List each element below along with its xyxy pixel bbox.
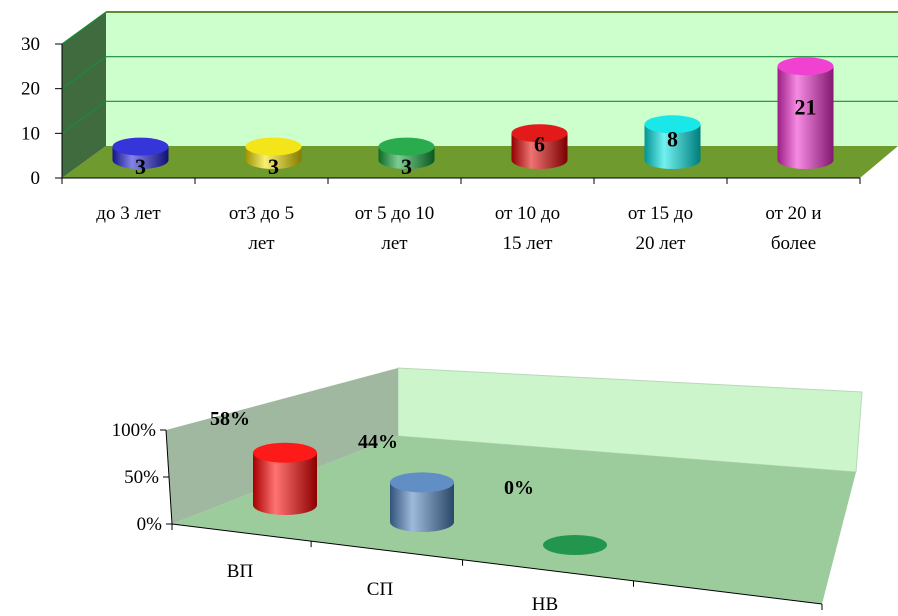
chart1-data-label: 21: [795, 94, 817, 119]
chart1-bar-6-body: [777, 66, 834, 169]
chart2-bar-3: [543, 535, 607, 555]
chart1-gridline-side: [61, 56, 107, 90]
chart2-bar-1-top: [253, 442, 317, 463]
chart1-category-label: от 5 до 10: [355, 203, 434, 224]
chart2-floor: [172, 436, 856, 604]
chart1-category-label: 15 лет: [503, 233, 554, 254]
chart2-ytick-label: 0%: [137, 514, 163, 535]
chart1-category-label: более: [771, 233, 816, 254]
chart1-bar-2-top: [245, 137, 302, 156]
chart2-ytick-label: 100%: [112, 420, 157, 441]
chart1-bar-2: [245, 137, 302, 169]
chart1-data-label: 8: [667, 126, 678, 151]
chart2-category-label: ВП: [227, 561, 254, 582]
chart1-bar-4-top: [511, 124, 568, 143]
chart2-bar-1: [253, 442, 317, 515]
chart1-ytick-label: 20: [21, 79, 40, 100]
chart1-category-label: от 15 до: [628, 203, 693, 224]
chart1-bar-6: [777, 57, 834, 169]
chart2-data-label: 0%: [504, 477, 534, 499]
chart1-bar-5-body: [644, 124, 701, 169]
chart1-data-label: 3: [135, 154, 146, 179]
chart1-category-label: лет: [381, 233, 408, 254]
chart2-ytick-label: 50%: [124, 467, 159, 488]
chart1-gridline-side: [61, 100, 107, 134]
chart2-data-label: 44%: [358, 431, 398, 453]
chart1-ytick-label: 0: [31, 168, 41, 189]
chart1-category-label: от 20 и: [765, 203, 821, 224]
chart1-category-label: от3 до 5: [229, 203, 294, 224]
chart1-bar-4-body: [511, 133, 568, 169]
chart1-data-label: 3: [401, 154, 412, 179]
chart2-bar-3-top: [543, 535, 607, 555]
chart1-bar-1-top: [112, 137, 169, 156]
chart2-category-label: СП: [367, 579, 394, 600]
chart1-back-wall: [106, 12, 898, 146]
chart1-floor: [62, 146, 898, 178]
chart1-bar-6-top: [777, 57, 834, 76]
chart1-bar-5: [644, 115, 701, 169]
chart-2-categories: 0% 50% 100% 58% ВП 44% СП 0% НВ: [112, 367, 863, 615]
chart2-bar-2: [390, 472, 454, 532]
chart-1-tenure: 0 10 20 30 3 до 3 лет 3 от3 до 5 лет 3 от 5 до 10…: [21, 11, 898, 254]
chart1-gridline-side: [61, 11, 107, 45]
chart1-bar-3-top: [378, 137, 435, 156]
chart1-bar-3: [378, 137, 435, 169]
chart1-ytick-label: 10: [21, 123, 40, 144]
chart2-bar-2-top: [390, 472, 454, 493]
chart1-side-wall: [62, 12, 106, 178]
chart1-category-label: от 10 до: [495, 203, 560, 224]
chart1-data-label: 3: [268, 154, 279, 179]
chart2-bar-2-body: [390, 482, 454, 532]
chart1-category-label: 20 лет: [636, 233, 687, 254]
chart1-bar-4: [511, 124, 568, 169]
chart2-data-label: 58%: [210, 408, 250, 430]
chart1-category-label: до 3 лет: [96, 203, 161, 224]
chart1-bar-5-top: [644, 115, 701, 134]
chart2-x-axis: [171, 523, 823, 605]
chart1-bar-1: [112, 137, 169, 169]
chart2-bar-1-body: [253, 452, 317, 515]
chart1-category-label: лет: [248, 233, 275, 254]
chart1-ytick-label: 30: [21, 34, 40, 55]
chart1-data-label: 6: [534, 131, 545, 156]
chart2-category-label: НВ: [532, 594, 558, 615]
